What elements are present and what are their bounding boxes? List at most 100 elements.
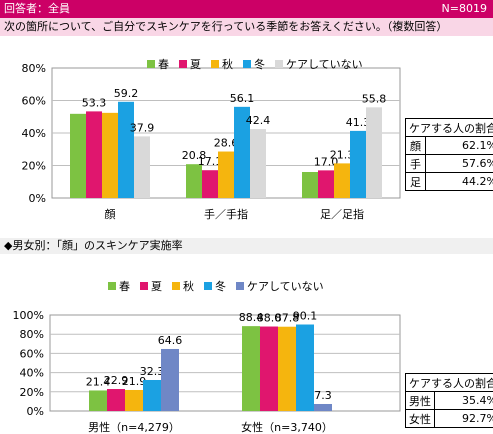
x-category-label: 男性（n=4,279） (88, 420, 180, 434)
y-tick-label: 0% (27, 405, 44, 418)
row-value: 44.2% (425, 172, 493, 191)
data-label: 21.3 (330, 148, 355, 161)
legend-label: 春 (158, 58, 169, 71)
y-tick-label: 80% (22, 62, 46, 75)
bar (242, 326, 260, 411)
row-value: 92.7% (434, 409, 493, 428)
legend-label: 夏 (190, 58, 201, 71)
bar (296, 324, 314, 411)
bar (143, 379, 161, 411)
y-tick-label: 100% (13, 309, 44, 322)
bar (86, 111, 102, 198)
bar (334, 163, 350, 198)
row-label: 足 (405, 172, 426, 191)
bar (250, 129, 266, 198)
row-value: 35.4% (434, 391, 493, 410)
header-bar: 回答者：全員 N=8019 (0, 0, 493, 18)
question-text: 次の箇所について、ご自分でスキンケアを行っている季節をお答えください。（複数回答… (0, 18, 493, 36)
x-category-label: 足／足指 (320, 207, 364, 221)
data-label: 17.0 (314, 155, 339, 168)
bar (218, 151, 234, 198)
data-label: 42.4 (246, 114, 271, 127)
legend-label: 春 (119, 280, 130, 293)
data-label: 20.8 (182, 149, 207, 162)
row-label: 手 (405, 154, 426, 173)
x-category-label: 手／手指 (204, 207, 248, 221)
bar (366, 107, 382, 198)
section2-title: ◆男女別：「顔」のスキンケア実施率 (0, 238, 493, 254)
plot-frame (49, 314, 401, 412)
legend-swatch (108, 282, 116, 290)
y-tick-label: 20% (22, 160, 46, 173)
data-label: 59.2 (114, 87, 139, 100)
bar (161, 348, 179, 411)
legend-label: 秋 (222, 57, 233, 71)
legend-swatch (243, 60, 251, 68)
row-label: 顔 (405, 136, 426, 155)
data-label: 41.3 (346, 116, 371, 129)
data-label: 88.4 (239, 311, 264, 324)
table-row: 顔62.1% (405, 136, 493, 155)
share-table-title: ケアする人の割合 (405, 373, 493, 392)
data-label: 17.1 (198, 155, 223, 168)
legend-swatch (172, 282, 180, 290)
bar (134, 136, 150, 198)
respondents-label: 回答者：全員 (4, 2, 70, 15)
table-row: 足44.2% (405, 172, 493, 191)
bar (89, 390, 107, 411)
bar (118, 101, 134, 198)
y-tick-label: 40% (22, 127, 46, 140)
legend-swatch (179, 60, 187, 68)
bar (125, 389, 143, 411)
bar (202, 170, 218, 198)
legend-label: ケアしていない (247, 280, 324, 293)
legend-label: ケアしていない (286, 58, 363, 71)
data-label: 32.3 (140, 365, 165, 378)
legend-label: 夏 (151, 280, 162, 293)
data-label: 21.4 (86, 375, 111, 388)
table-row: 手57.6% (405, 154, 493, 173)
data-label: 28.6 (214, 137, 239, 150)
row-label: 女性 (405, 409, 435, 428)
bar (102, 112, 118, 198)
data-label: 7.3 (314, 389, 332, 402)
bar (350, 130, 366, 198)
y-tick-label: 20% (20, 386, 44, 399)
x-category-label: 顔 (105, 207, 116, 221)
data-label: 90.1 (293, 310, 318, 323)
bar (260, 326, 278, 411)
data-label: 88.0 (257, 312, 282, 325)
share-table-area: ケアする人の割合 顔62.1% 手57.6% 足44.2% (405, 118, 493, 191)
bar (278, 326, 296, 411)
legend-label: 秋 (183, 279, 194, 293)
row-label: 男性 (405, 391, 435, 410)
bar (107, 389, 125, 411)
y-tick-label: 60% (20, 347, 44, 360)
legend-swatch (236, 282, 244, 290)
share-table-title: ケアする人の割合 (405, 118, 493, 137)
data-label: 21.9 (122, 375, 147, 388)
bar (314, 403, 332, 411)
legend-swatch (147, 60, 155, 68)
y-tick-label: 60% (22, 95, 46, 108)
legend-label: 冬 (254, 57, 265, 71)
data-label: 53.3 (82, 96, 107, 109)
legend-swatch (140, 282, 148, 290)
bar (186, 164, 202, 198)
row-value: 62.1% (425, 136, 493, 155)
data-label: 22.9 (104, 374, 129, 387)
y-tick-label: 40% (20, 367, 44, 380)
bar (318, 170, 334, 198)
data-label: 87.8 (275, 312, 300, 325)
legend-label: 冬 (215, 279, 226, 293)
data-label: 64.6 (158, 334, 183, 347)
y-tick-label: 0% (29, 192, 46, 205)
legend-swatch (211, 60, 219, 68)
data-label: 55.8 (362, 92, 387, 105)
bar (70, 113, 86, 198)
